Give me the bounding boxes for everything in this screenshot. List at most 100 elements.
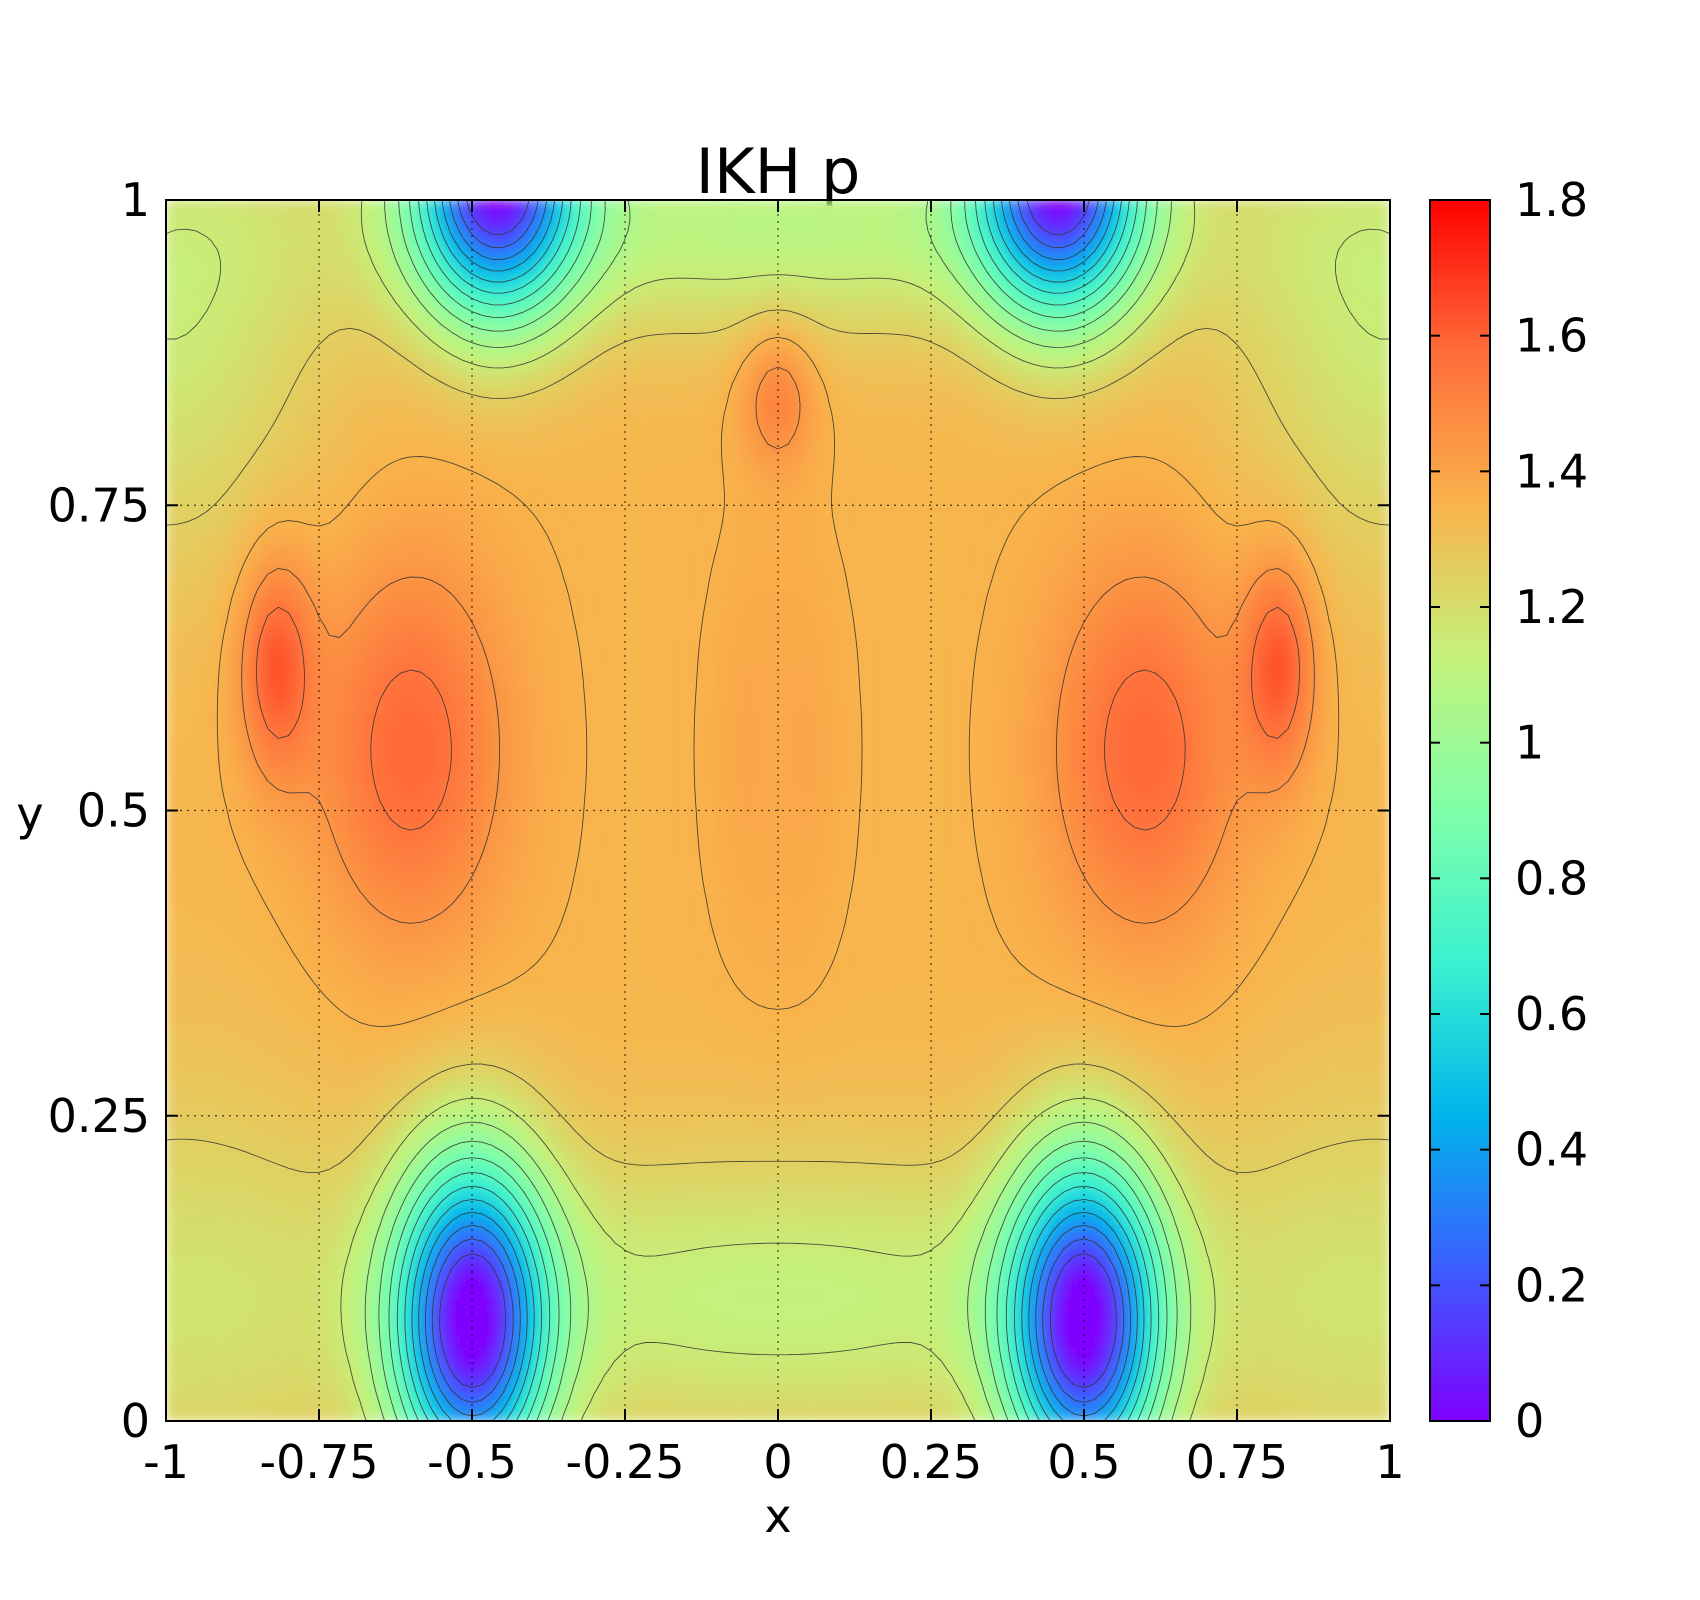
- heatmap-cell: [1316, 712, 1330, 726]
- heatmap-cell: [1120, 773, 1134, 787]
- heatmap-cell: [1316, 626, 1330, 641]
- heatmap-cell: [569, 248, 583, 262]
- heatmap-cell: [912, 553, 926, 567]
- heatmap-cell: [850, 736, 865, 750]
- heatmap-cell: [777, 516, 791, 531]
- heatmap-cell: [826, 407, 840, 421]
- heatmap-cell: [336, 236, 351, 250]
- heatmap-cell: [373, 761, 387, 775]
- heatmap-cell: [336, 761, 351, 775]
- heatmap-cell: [1328, 614, 1342, 628]
- heatmap-cell: [667, 297, 681, 311]
- heatmap-cell: [1169, 260, 1183, 274]
- heatmap-cell: [202, 394, 216, 409]
- heatmap-cell: [569, 407, 583, 421]
- heatmap-cell: [1034, 272, 1048, 286]
- heatmap-cell: [422, 455, 436, 470]
- heatmap-cell: [471, 284, 485, 299]
- heatmap-cell: [1365, 297, 1379, 311]
- heatmap-cell: [887, 529, 901, 543]
- heatmap-cell: [349, 358, 363, 372]
- heatmap-cell: [581, 626, 595, 641]
- heatmap-cell: [1010, 663, 1024, 677]
- heatmap-cell: [251, 272, 265, 286]
- heatmap-cell: [287, 761, 302, 775]
- heatmap-cell: [1193, 541, 1207, 555]
- heatmap-cell: [1291, 480, 1305, 494]
- heatmap-cell: [1291, 284, 1305, 299]
- heatmap-cell: [385, 651, 400, 665]
- heatmap-cell: [1230, 504, 1244, 518]
- heatmap-cell: [1022, 382, 1036, 396]
- heatmap-cell: [275, 333, 289, 348]
- heatmap-cell: [667, 639, 681, 653]
- heatmap-cell: [789, 773, 803, 787]
- heatmap-cell: [655, 663, 669, 677]
- heatmap-cell: [336, 321, 351, 335]
- heatmap-cell: [1254, 736, 1269, 750]
- heatmap-cell: [287, 260, 302, 274]
- heatmap-cell: [753, 516, 767, 531]
- heatmap-cell: [544, 272, 559, 286]
- heatmap-cell: [593, 578, 608, 592]
- heatmap-cell: [422, 724, 436, 738]
- heatmap-cell: [398, 626, 412, 641]
- heatmap-cell: [1230, 639, 1244, 653]
- heatmap-cell: [740, 455, 755, 470]
- heatmap-cell: [679, 370, 693, 384]
- heatmap-cell: [447, 358, 461, 372]
- heatmap-cell: [863, 761, 877, 775]
- heatmap-cell: [936, 480, 950, 494]
- heatmap-cell: [899, 578, 914, 592]
- heatmap-cell: [753, 382, 767, 396]
- heatmap-cell: [777, 578, 791, 592]
- heatmap-cell: [753, 358, 767, 372]
- heatmap-cell: [300, 443, 314, 457]
- heatmap-cell: [875, 736, 889, 750]
- heatmap-cell: [1242, 455, 1256, 470]
- heatmap-cell: [1279, 675, 1293, 689]
- heatmap-cell: [312, 211, 326, 225]
- heatmap-cell: [349, 419, 363, 433]
- heatmap-cell: [214, 370, 228, 384]
- heatmap-cell: [1034, 516, 1048, 531]
- heatmap-cell: [520, 651, 534, 665]
- heatmap-cell: [324, 382, 338, 396]
- heatmap-cell: [606, 394, 620, 409]
- heatmap-cell: [166, 578, 179, 592]
- heatmap-cell: [422, 712, 436, 726]
- heatmap-cell: [1132, 553, 1146, 567]
- heatmap-cell: [1010, 675, 1024, 689]
- heatmap-cell: [679, 590, 693, 604]
- heatmap-cell: [1132, 492, 1146, 506]
- heatmap-cell: [1107, 407, 1122, 421]
- heatmap-cell: [1095, 712, 1109, 726]
- heatmap-cell: [410, 602, 424, 616]
- heatmap-cell: [1193, 516, 1207, 531]
- heatmap-cell: [508, 443, 522, 457]
- heatmap-cell: [300, 346, 314, 360]
- heatmap-cell: [324, 346, 338, 360]
- heatmap-cell: [887, 578, 901, 592]
- heatmap-cell: [312, 480, 326, 494]
- heatmap-cell: [704, 687, 718, 702]
- heatmap-cell: [1046, 651, 1061, 665]
- heatmap-cell: [385, 223, 400, 238]
- heatmap-cell: [324, 321, 338, 335]
- heatmap-cell: [1267, 712, 1281, 726]
- heatmap-cell: [728, 785, 742, 799]
- heatmap-cell: [226, 626, 240, 641]
- heatmap-cell: [1059, 309, 1073, 323]
- heatmap-cell: [642, 785, 657, 799]
- heatmap-cell: [385, 675, 400, 689]
- heatmap-cell: [361, 309, 375, 323]
- heatmap-cell: [691, 724, 706, 738]
- heatmap-cell: [704, 431, 718, 445]
- heatmap-cell: [1303, 700, 1318, 714]
- heatmap-cell: [875, 321, 889, 335]
- heatmap-cell: [532, 455, 546, 470]
- heatmap-cell: [177, 272, 191, 286]
- heatmap-cell: [1059, 431, 1073, 445]
- heatmap-cell: [385, 358, 400, 372]
- heatmap-cell: [1193, 687, 1207, 702]
